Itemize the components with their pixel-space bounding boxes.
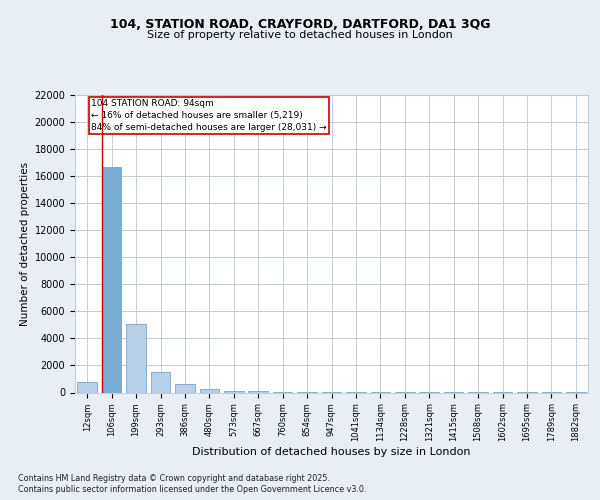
Text: Contains HM Land Registry data © Crown copyright and database right 2025.: Contains HM Land Registry data © Crown c…: [18, 474, 330, 483]
Y-axis label: Number of detached properties: Number of detached properties: [20, 162, 30, 326]
Text: Contains public sector information licensed under the Open Government Licence v3: Contains public sector information licen…: [18, 485, 367, 494]
Bar: [224, 390, 244, 392]
Bar: [151, 372, 170, 392]
Text: 104 STATION ROAD: 94sqm
← 16% of detached houses are smaller (5,219)
84% of semi: 104 STATION ROAD: 94sqm ← 16% of detache…: [91, 99, 326, 132]
X-axis label: Distribution of detached houses by size in London: Distribution of detached houses by size …: [192, 447, 471, 457]
Bar: [102, 166, 121, 392]
Text: Size of property relative to detached houses in London: Size of property relative to detached ho…: [147, 30, 453, 40]
Bar: [127, 324, 146, 392]
Bar: [77, 382, 97, 392]
Bar: [200, 389, 219, 392]
Text: 104, STATION ROAD, CRAYFORD, DARTFORD, DA1 3QG: 104, STATION ROAD, CRAYFORD, DARTFORD, D…: [110, 18, 490, 30]
Bar: [175, 384, 194, 392]
